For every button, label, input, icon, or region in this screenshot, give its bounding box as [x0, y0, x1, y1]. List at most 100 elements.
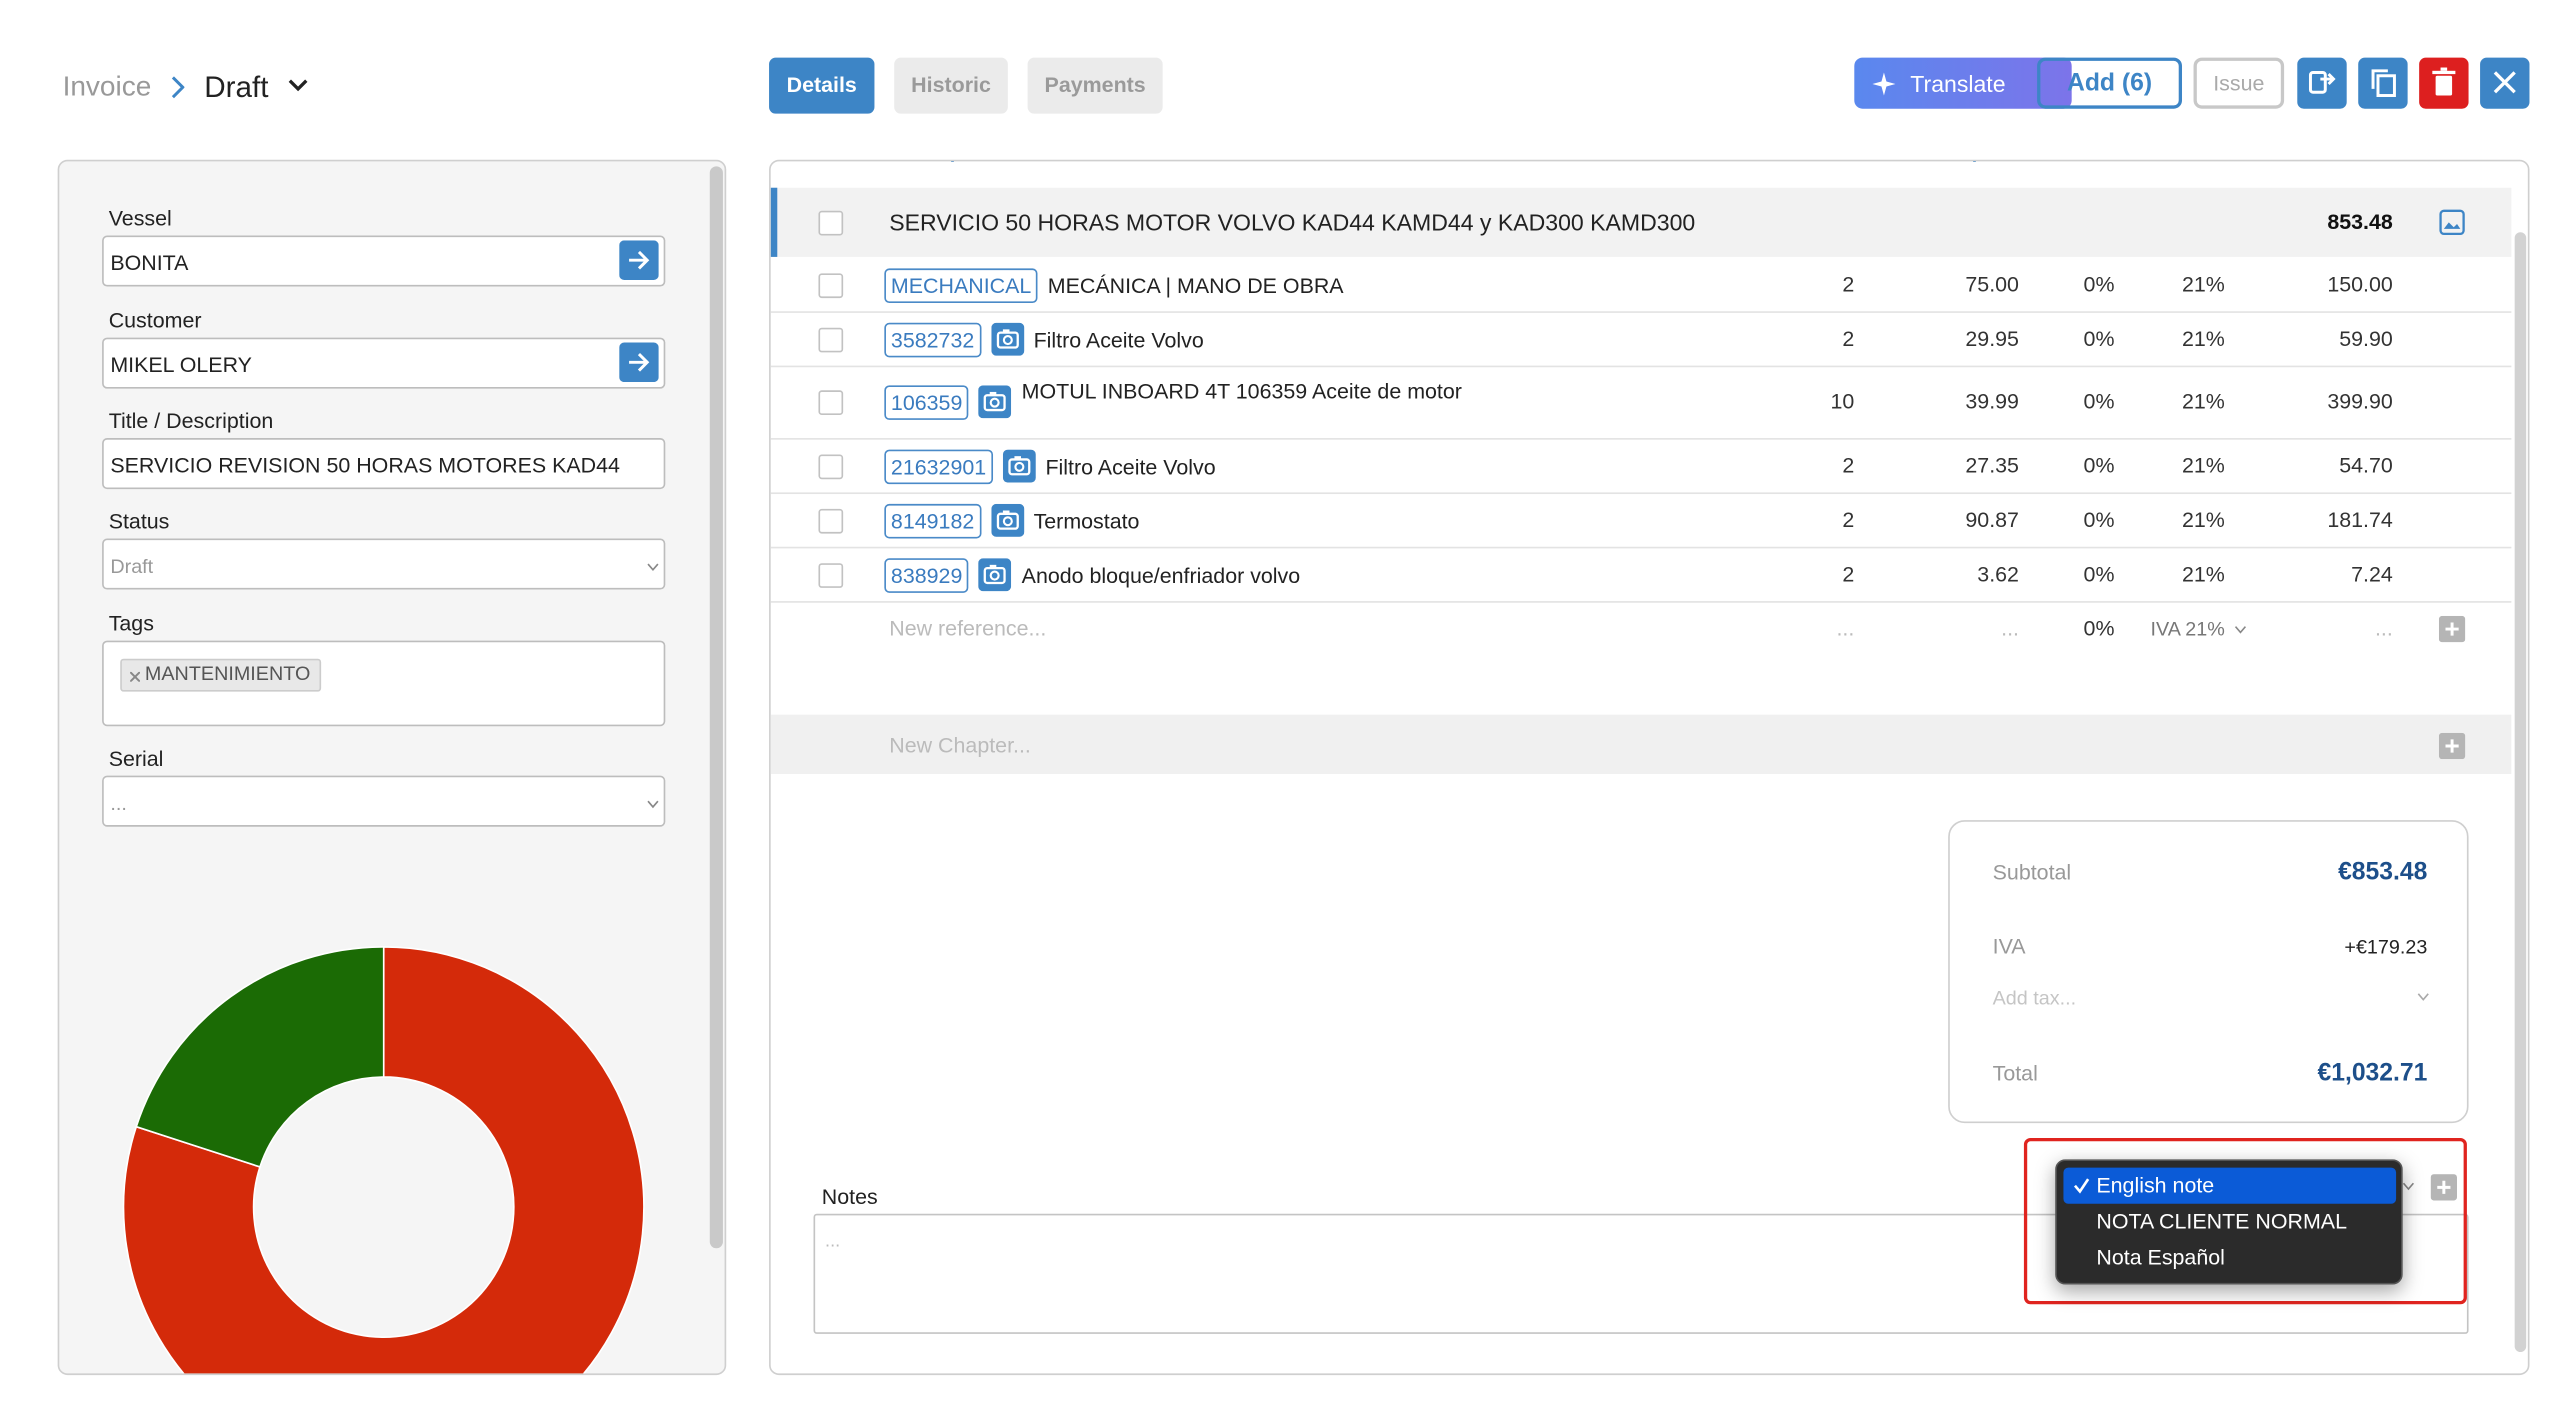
totals-box: Subtotal €853.48 IVA +€179.23 Add tax... Tota… [1948, 820, 2469, 1124]
row-separator [770, 546, 2512, 549]
delete-button[interactable] [2419, 57, 2469, 109]
row-checkbox[interactable] [818, 508, 844, 533]
icon-part [2445, 622, 2459, 636]
add-button[interactable]: Add (6) [2037, 57, 2183, 109]
column-header: Units [1360, 161, 1854, 168]
icon-part [647, 799, 659, 808]
item-tax: 21% [2181, 507, 2225, 532]
note-select-chevron [2402, 1182, 2415, 1191]
row-checkbox[interactable] [818, 389, 844, 415]
input[interactable]: MANTENIMIENTO [102, 640, 666, 727]
item-units: 10 [1830, 388, 1855, 414]
field-value: BONITA [110, 249, 189, 275]
item-price: 3.62 [1977, 561, 2019, 587]
note-option[interactable]: NOTA CLIENTE NORMAL [2096, 1208, 2347, 1234]
row-checkbox[interactable] [818, 562, 844, 588]
row-checkbox[interactable] [818, 209, 844, 235]
icon-part [1002, 449, 1036, 483]
item-price: 90.87 [1965, 507, 2019, 532]
input[interactable]: MIKEL OLERY [102, 337, 666, 389]
duplicate-button[interactable] [2358, 57, 2408, 109]
tag-remove[interactable] [130, 671, 140, 682]
icon-part [978, 385, 1012, 419]
reference-chip[interactable]: 21632901 [884, 448, 993, 484]
reference-chip[interactable]: MECHANICAL [884, 267, 1038, 303]
status-dropdown-chevron[interactable] [288, 79, 308, 92]
new-chapter-input[interactable]: New Chapter... [889, 732, 1031, 758]
tax-chevron [2234, 626, 2247, 634]
note-option[interactable]: English note [2096, 1172, 2215, 1198]
photo-button[interactable] [1002, 449, 1036, 483]
line-item: 21632901 Filtro Aceite Volvo [884, 448, 1216, 484]
item-units: 2 [1842, 507, 1855, 532]
item-tax: 21% [2181, 271, 2225, 297]
item-price: 75.00 [1965, 271, 2019, 297]
item-description: Filtro Aceite Volvo [1033, 326, 1204, 352]
tab[interactable]: Historic [894, 57, 1008, 114]
field-label: Vessel [108, 205, 172, 231]
row-separator [770, 365, 2512, 368]
image-button[interactable] [2439, 209, 2465, 235]
icon-part [1002, 335, 1013, 346]
icon-part [990, 391, 997, 396]
icon-part [2417, 993, 2429, 1001]
tag-chip: MANTENIMIENTO [120, 658, 322, 692]
notes-placeholder: ... [825, 1231, 841, 1252]
column-header: Total [1899, 161, 2393, 168]
select[interactable]: Draft [102, 538, 666, 590]
photo-button[interactable] [978, 385, 1012, 419]
icon-part [990, 564, 997, 569]
item-discount: 0% [2083, 271, 2115, 297]
breadcrumb-section[interactable]: Invoice [62, 70, 152, 103]
breadcrumb-current: Draft [204, 70, 269, 104]
item-tax: 21% [2181, 452, 2225, 478]
input[interactable]: SERVICIO REVISION 50 HORAS MOTORES KAD44 [102, 438, 666, 490]
line-item: 838929 Anodo bloque/enfriador volvo [884, 557, 1300, 593]
total-value: €1,032.71 [2317, 1058, 2428, 1087]
row-checkbox[interactable] [818, 326, 844, 352]
column-header: Disc. [1620, 161, 2114, 168]
issue-button[interactable]: Issue [2193, 57, 2285, 109]
icon-part [2073, 1178, 2090, 1194]
chapter-total: 853.48 [2327, 209, 2393, 234]
sparkle-icon [1872, 72, 1896, 96]
add-tax-select[interactable]: Add tax... [1992, 986, 2077, 1010]
icon-part [1014, 461, 1025, 472]
add-note-button[interactable] [2430, 1174, 2458, 1201]
tab[interactable]: Details [769, 57, 875, 114]
convert-button[interactable] [2297, 57, 2347, 109]
note-option[interactable]: Nota Español [2096, 1244, 2225, 1270]
new-units-input: ... [1836, 615, 1855, 641]
tab[interactable]: Payments [1027, 57, 1163, 114]
icon-part [2402, 1182, 2415, 1191]
reference-chip[interactable]: 8149182 [884, 503, 981, 538]
photo-button[interactable] [990, 503, 1024, 537]
row-checkbox[interactable] [818, 272, 844, 298]
icon-part [1002, 516, 1013, 527]
open-button[interactable] [619, 342, 659, 383]
reference-chip[interactable]: 3582732 [884, 321, 981, 357]
open-button[interactable] [619, 240, 659, 280]
icon-part [2308, 70, 2327, 94]
item-description: MECÁNICA | MANO DE OBRA [1047, 272, 1344, 298]
add-button[interactable] [2438, 615, 2466, 643]
item-tax: 21% [2181, 326, 2225, 351]
input[interactable]: BONITA [102, 235, 666, 287]
translate-button[interactable]: Translate [1854, 57, 2072, 109]
item-total: 181.74 [2327, 507, 2393, 532]
icon-part [171, 76, 185, 99]
new-tax-select: IVA 21% [2150, 617, 2225, 641]
row-checkbox[interactable] [818, 453, 844, 479]
item-discount: 0% [2083, 326, 2115, 351]
item-total: 150.00 [2327, 271, 2393, 297]
new-reference-input[interactable]: New reference... [889, 615, 1047, 641]
icon-part [978, 558, 1012, 592]
add-button[interactable] [2438, 732, 2466, 760]
select[interactable]: ... [102, 775, 666, 827]
photo-button[interactable] [990, 322, 1024, 356]
duplicate-button-icon [2371, 69, 2396, 97]
photo-button[interactable] [978, 558, 1012, 592]
close-button[interactable] [2480, 57, 2530, 109]
reference-chip[interactable]: 106359 [884, 384, 969, 420]
reference-chip[interactable]: 838929 [884, 557, 969, 593]
